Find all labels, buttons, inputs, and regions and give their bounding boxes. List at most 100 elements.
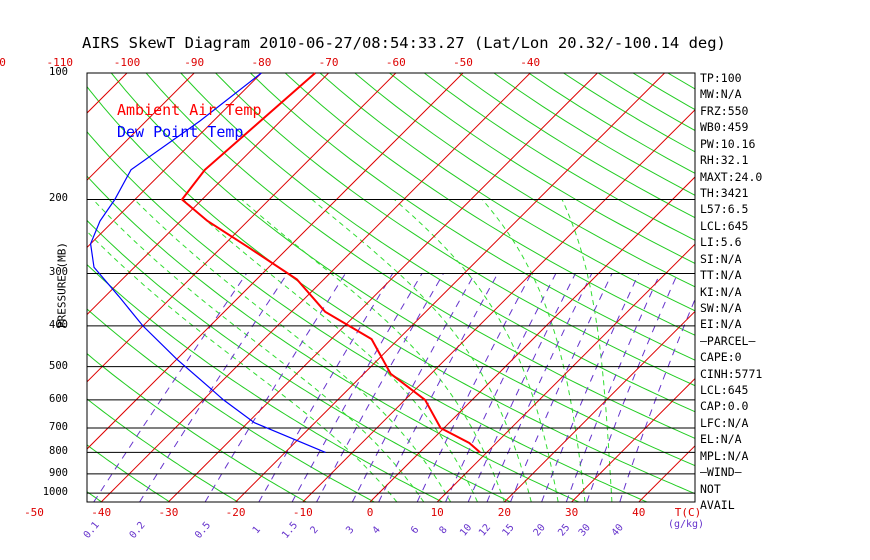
dry-adiabat: [180, 73, 695, 413]
dry-adiabat: [87, 175, 579, 502]
dry-adiabat: [250, 73, 695, 361]
side-panel-item: L57:6.5: [700, 202, 749, 217]
bottom-temp-tick-label: -30: [158, 506, 178, 519]
moist-adiabat: [561, 199, 613, 502]
isotherm-line: [87, 73, 464, 450]
side-panel-item: —WIND—: [700, 465, 742, 480]
side-panel-item: MW:N/A: [700, 87, 742, 102]
isotherm-line: [87, 73, 397, 383]
bottom-temp-tick-label: 20: [498, 506, 511, 519]
dry-adiabat: [110, 73, 695, 467]
moist-adiabat: [134, 199, 452, 502]
dry-adiabat: [667, 73, 695, 90]
side-panel-item: LI:5.6: [700, 235, 742, 250]
dry-adiabat: [145, 73, 695, 439]
side-panel-item: TH:3421: [700, 185, 749, 200]
side-panel-item: WB0:459: [700, 120, 749, 135]
side-panel-item: FRZ:550: [700, 103, 749, 118]
isotherm-line: [773, 73, 870, 502]
mixing-ratio-tick-label: 8: [438, 525, 450, 537]
side-panel-item: KI:N/A: [700, 284, 742, 299]
isotherm-line: [87, 73, 195, 181]
side-panel-item: —PARCEL—: [700, 333, 756, 348]
moist-adiabat: [241, 199, 505, 502]
ambient-air-temp-line: [180, 72, 481, 454]
top-temp-tick-label: -40: [520, 56, 540, 69]
dry-adiabat: [772, 73, 870, 502]
bottom-temp-tick-label: 10: [431, 506, 444, 519]
mixing-ratio-tick-label: 25: [556, 522, 572, 538]
mixing-ratio-line: [139, 273, 288, 502]
side-panel-item: CINH:5771: [700, 366, 763, 381]
mixing-ratio-tick-label: 1.5: [280, 520, 300, 541]
mixing-ratio-line: [619, 298, 695, 502]
dry-adiabat: [87, 444, 171, 502]
mixing-ratio-line: [510, 273, 613, 502]
side-panel-item: RH:32.1: [700, 153, 749, 168]
isotherm-line: [87, 73, 262, 249]
mixing-ratio-tick-label: 0.1: [82, 520, 102, 541]
bottom-temp-tick-label: 40: [632, 506, 645, 519]
dry-adiabat: [87, 353, 307, 502]
bottom-temp-tick-label: 0: [367, 506, 374, 519]
mixing-ratio-tick-label: 3: [344, 525, 356, 537]
mixing-ratio-line: [378, 273, 499, 502]
pressure-tick-label: 700: [49, 421, 68, 434]
moist-adiabat: [311, 199, 532, 502]
side-panel-item: CAP:0.0: [700, 399, 749, 414]
isotherm-line: [168, 73, 598, 502]
mixing-ratio-tick-label: 0.2: [128, 520, 148, 541]
mixing-ratio-line: [586, 273, 679, 502]
side-panel-item: MAXT:24.0: [700, 169, 763, 184]
top-temp-tick-label: -50: [453, 56, 473, 69]
dry-adiabat: [87, 219, 511, 502]
dry-adiabat: [87, 130, 648, 502]
side-panel-item: CAPE:0: [700, 350, 742, 365]
isotherm-line: [235, 73, 665, 502]
dry-adiabat: [737, 73, 870, 502]
side-panel-item: LFC:N/A: [700, 415, 749, 430]
moist-adiabat: [394, 199, 559, 502]
side-panel-item: LCL:645: [700, 218, 749, 233]
side-panel-item: AVAIL: [700, 498, 735, 512]
mixing-ratio-line: [351, 273, 476, 502]
pressure-tick-label: 800: [49, 445, 68, 458]
pressure-tick-label: 600: [49, 392, 68, 405]
pressure-tick-label: 200: [49, 192, 68, 205]
bottom-temp-tick-label: -10: [293, 506, 313, 519]
mixing-ratio-tick-label: 6: [409, 525, 421, 537]
side-panel-item: SI:N/A: [700, 251, 742, 266]
top-temp-tick-label: -80: [251, 56, 271, 69]
dry-adiabat: [389, 73, 695, 264]
side-panel-item: TT:N/A: [700, 268, 742, 283]
moist-adiabat: [92, 199, 425, 502]
mixing-ratio-unit-label: (g/kg): [668, 519, 704, 530]
plot-frame: [86, 72, 696, 503]
side-panel-item: NOT: [700, 481, 721, 496]
isotherm-line: [504, 310, 695, 502]
dew-point-temp-line: [89, 72, 326, 453]
isotherm-line: [571, 377, 695, 502]
mixing-ratio-line: [565, 273, 661, 502]
reference-lines: [87, 73, 870, 502]
side-panel-item: EI:N/A: [700, 317, 742, 332]
mixing-ratio-line: [416, 273, 532, 502]
pressure-tick-label: 500: [49, 359, 68, 372]
pressure-tick-label: 300: [49, 266, 68, 279]
isotherm-line: [302, 109, 695, 502]
top-temp-tick-label: -90: [184, 56, 204, 69]
side-panel-item: EL:N/A: [700, 432, 742, 447]
mixing-ratio-tick-label: 10: [458, 522, 474, 538]
pressure-tick-label: 400: [49, 318, 68, 331]
moist-adiabat: [182, 199, 478, 502]
pressure-tick-label: 100: [49, 66, 68, 78]
dry-adiabat: [458, 73, 695, 219]
mixing-ratio-line: [486, 273, 593, 502]
dry-adiabat: [87, 263, 443, 502]
dry-adiabat: [842, 73, 870, 502]
top-temp-tick-label: -110: [47, 56, 74, 69]
bottom-temp-tick-label: -20: [226, 506, 246, 519]
mixing-ratio-tick-label: 15: [501, 522, 517, 538]
legend-ambient-air-temp: Ambient Air Temp: [117, 101, 262, 119]
